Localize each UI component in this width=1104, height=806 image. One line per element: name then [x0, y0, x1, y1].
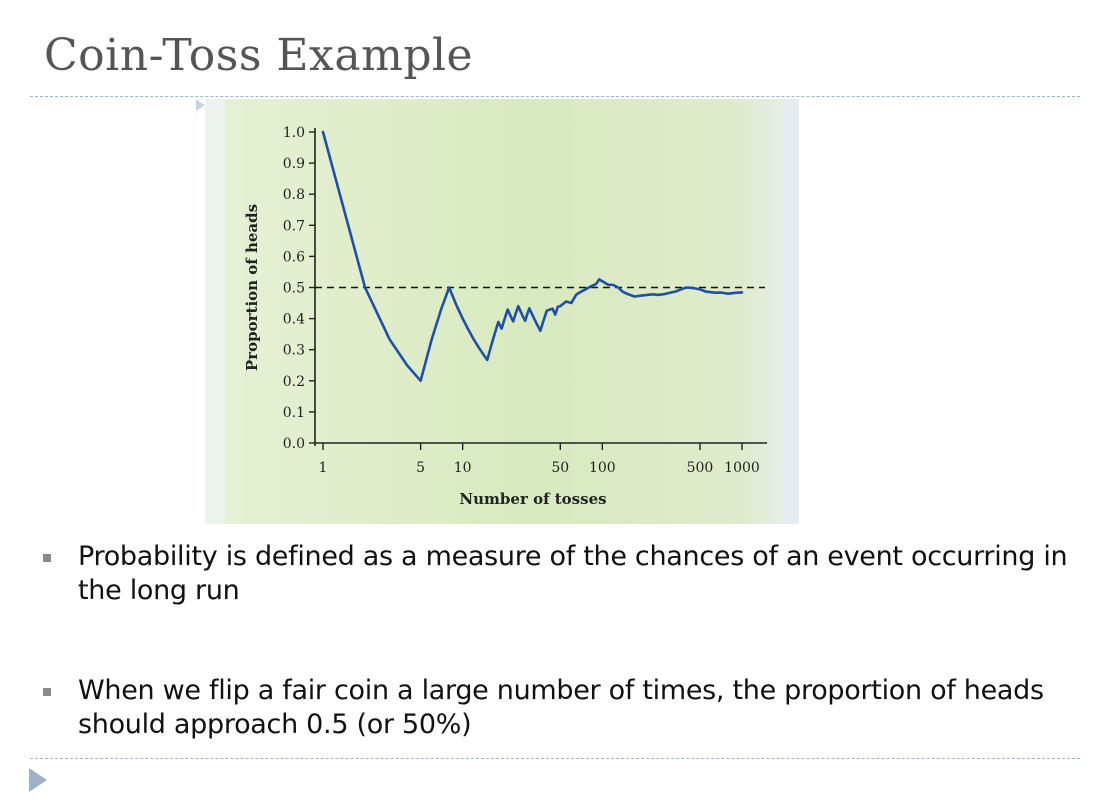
chart-background [205, 99, 799, 524]
bullet-text: When we flip a fair coin a large number … [78, 675, 1044, 740]
y-tick-label: 1.0 [283, 125, 305, 141]
next-arrow-icon [29, 768, 47, 792]
x-tick-label: 500 [687, 460, 714, 476]
x-tick-label: 100 [589, 460, 616, 476]
y-tick-label: 0.4 [283, 312, 305, 328]
y-tick-label: 0.5 [283, 281, 305, 297]
x-tick-label: 10 [454, 460, 472, 476]
x-tick-label: 1000 [724, 460, 760, 476]
proportion-line [321, 130, 744, 383]
x-axis-title: Number of tosses [459, 490, 606, 508]
x-tick-label: 50 [551, 460, 569, 476]
y-tick-label: 0.9 [283, 156, 305, 172]
bullet-square-icon [43, 554, 51, 562]
y-tick-label: 0.3 [283, 343, 305, 359]
slide-title: Coin-Toss Example [44, 30, 474, 81]
bullet-item: Probability is defined as a measure of t… [42, 540, 1082, 608]
y-tick-label: 0.0 [283, 436, 305, 452]
y-tick-label: 0.2 [283, 374, 305, 390]
chart-left-margin [205, 99, 225, 524]
bullet-square-icon [43, 688, 51, 696]
title-divider [30, 96, 1080, 97]
y-tick-label: 0.1 [283, 405, 305, 421]
y-tick-label: 0.6 [283, 249, 305, 265]
y-tick-label: 0.7 [283, 218, 305, 234]
title-marker-icon [196, 99, 205, 111]
bullet-list: Probability is defined as a measure of t… [42, 540, 1082, 742]
chart-right-margin [783, 99, 799, 524]
y-tick-label: 0.8 [283, 187, 305, 203]
footer-divider [30, 758, 1080, 759]
x-tick-label: 1 [319, 460, 328, 476]
bullet-text: Probability is defined as a measure of t… [78, 541, 1068, 606]
bullet-item: When we flip a fair coin a large number … [42, 674, 1082, 742]
chart-svg: 0.0 0.1 0.2 0.3 0.4 0.5 0.6 0.7 0.8 0.9 1.0 1 5 10 50 1… [205, 99, 799, 524]
coin-toss-chart: 0.0 0.1 0.2 0.3 0.4 0.5 0.6 0.7 0.8 0.9 1.0 1 5 10 50 1… [205, 99, 799, 524]
x-tick-label: 5 [416, 460, 425, 476]
y-axis-title: Proportion of heads [243, 204, 261, 371]
